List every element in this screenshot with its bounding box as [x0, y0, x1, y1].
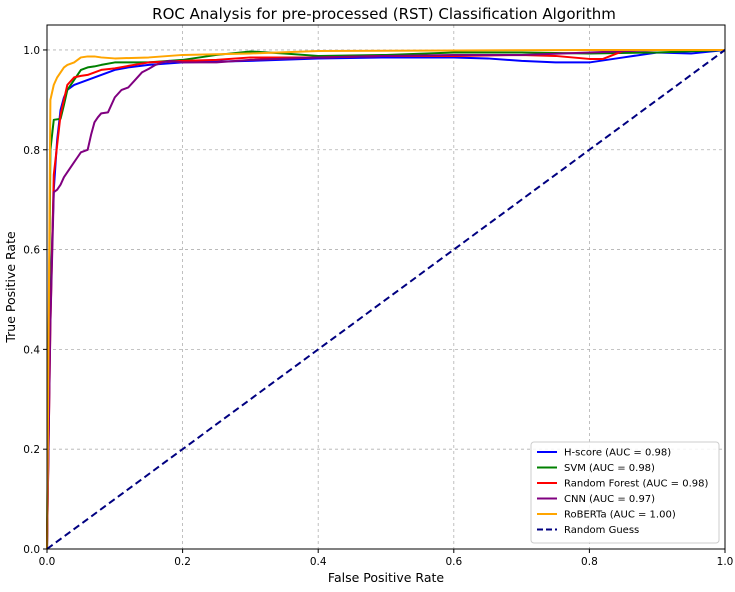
plot-frame [46, 24, 726, 550]
legend-box [530, 441, 720, 544]
x-tick-label: 0.8 [581, 556, 598, 568]
legend-label-3: CNN (AUC = 0.97) [564, 494, 655, 505]
x-tick-label: 0.4 [310, 556, 327, 568]
x-axis-label: False Positive Rate [328, 570, 444, 585]
series-line-5 [46, 49, 726, 550]
legend-label-5: Random Guess [564, 525, 639, 536]
legend: H-score (AUC = 0.98) SVM (AUC = 0.98) Rand… [530, 441, 720, 544]
chart-title: ROC Analysis for pre-processed (RST) Cla… [152, 5, 616, 23]
series-lines [46, 48, 726, 550]
x-tick-label: 0.2 [174, 556, 191, 568]
legend-label-4: RoBERTa (AUC = 1.00) [564, 510, 676, 521]
y-tick-label: 0.8 [23, 145, 40, 157]
legend-label-1: SVM (AUC = 0.98) [564, 463, 655, 474]
x-tick-label: 1.0 [717, 556, 734, 568]
y-tick-label: 1.0 [23, 45, 40, 57]
series-line-4 [46, 48, 725, 550]
legend-label-2: Random Forest (AUC = 0.98) [564, 479, 708, 490]
axes: 0.0 0.2 0.4 0.6 0.8 1.0 0.0 0.2 0.4 0.6 0.8 1.0 [23, 45, 733, 568]
y-tick-label: 0.4 [23, 344, 40, 356]
x-tick-label: 0.6 [445, 556, 462, 568]
y-tick-label: 0.6 [23, 245, 40, 257]
series-line-3 [46, 48, 725, 550]
series-line-1 [46, 48, 726, 550]
y-axis-label: True Positive Rate [3, 231, 18, 344]
y-tick-label: 0.2 [23, 444, 40, 456]
legend-label-0: H-score (AUC = 0.98) [564, 448, 671, 459]
y-tick-label: 0.0 [23, 544, 40, 556]
x-tick-label: 0.0 [39, 556, 56, 568]
